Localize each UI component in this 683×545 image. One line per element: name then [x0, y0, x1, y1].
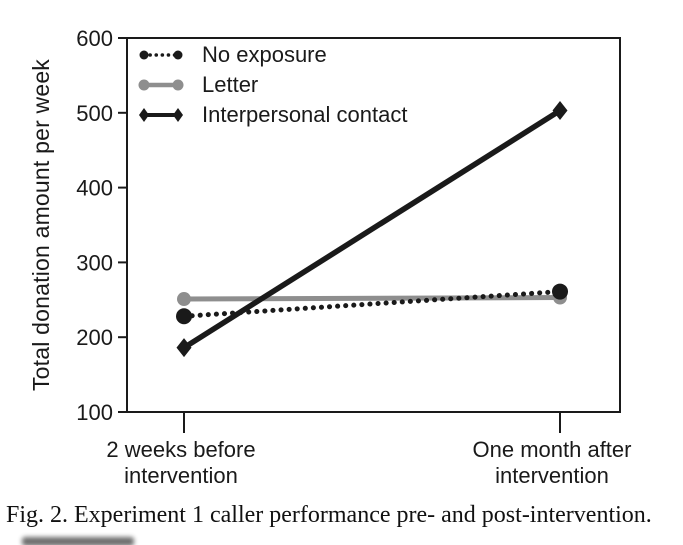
- legend-label-letter: Letter: [202, 72, 259, 97]
- legend-item-no-exposure: No exposure: [138, 40, 407, 70]
- y-tick-label: 300: [76, 250, 113, 275]
- plot-frame: [126, 37, 621, 413]
- scan-artifact: [22, 537, 134, 545]
- y-tick-label: 500: [76, 101, 113, 126]
- y-tick-label: 100: [76, 400, 113, 425]
- data-point-interpersonal-contact-1: [552, 101, 568, 121]
- data-point-no-exposure-1: [552, 283, 568, 300]
- legend-sample-marker: [173, 108, 183, 122]
- data-point-no-exposure-0: [176, 308, 192, 325]
- legend-sample-marker: [172, 79, 184, 91]
- legend-sample-marker: [173, 50, 183, 60]
- legend-sample-marker: [139, 108, 149, 122]
- legend-marker-no-exposure-icon: [139, 50, 183, 60]
- legend-label-interpersonal-contact: Interpersonal contact: [202, 102, 408, 127]
- figure-caption: Fig. 2. Experiment 1 caller performance …: [6, 502, 652, 528]
- y-tick-label: 200: [76, 325, 113, 350]
- legend-marker-interpersonal-contact-icon: [139, 108, 183, 122]
- series-line-no-exposure: [181, 289, 563, 319]
- legend-sample-marker: [138, 79, 150, 91]
- y-tick-label: 600: [76, 26, 113, 51]
- chart-canvas: 100 200 300 400 500 600: [76, 26, 621, 433]
- legend-item-interpersonal-contact: Interpersonal contact: [138, 100, 407, 130]
- y-axis-title: Total donation amount per week: [28, 58, 54, 392]
- x-axis-label-after-intervention: One month after intervention: [472, 437, 632, 488]
- legend-marker-letter-icon: [138, 79, 184, 91]
- legend-label-no-exposure: No exposure: [202, 42, 327, 67]
- legend: No exposure Letter Interpersonal contact: [138, 40, 407, 130]
- series-line-interpersonal-contact: [182, 108, 562, 350]
- x-axis-label-before-intervention: 2 weeks before intervention: [106, 437, 256, 488]
- y-tick-label: 400: [76, 176, 113, 201]
- data-point-interpersonal-contact-0: [176, 338, 192, 358]
- legend-sample-marker: [139, 50, 149, 60]
- data-point-letter-0: [177, 292, 191, 307]
- legend-item-letter: Letter: [138, 70, 407, 100]
- series-line-letter: [183, 295, 561, 302]
